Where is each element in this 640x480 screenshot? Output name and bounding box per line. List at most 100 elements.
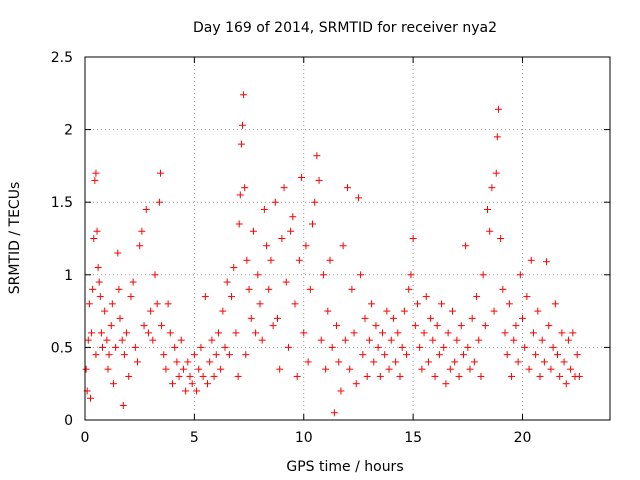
data-point — [94, 264, 102, 272]
data-point — [319, 271, 327, 279]
data-point — [352, 380, 360, 388]
data-point — [492, 169, 500, 177]
data-point — [258, 336, 266, 344]
data-point — [324, 307, 332, 315]
data-point — [195, 365, 203, 373]
data-point — [357, 271, 365, 279]
data-point — [322, 365, 330, 373]
data-point — [459, 351, 467, 359]
data-point — [313, 152, 321, 160]
data-point — [547, 365, 555, 373]
y-tick-label: 2 — [64, 123, 73, 139]
data-point — [91, 176, 99, 184]
data-point — [236, 191, 244, 199]
data-point — [387, 336, 395, 344]
data-point — [254, 271, 262, 279]
data-point — [104, 365, 112, 373]
y-tick-label: 2.5 — [51, 50, 73, 66]
data-point — [514, 358, 522, 366]
data-point — [389, 314, 397, 322]
data-point — [274, 314, 281, 322]
data-point — [300, 329, 308, 337]
data-point — [186, 372, 194, 380]
data-point — [101, 307, 109, 315]
data-point — [298, 174, 306, 182]
data-point — [284, 343, 292, 351]
y-tick-label: 0.5 — [51, 340, 73, 356]
data-point — [422, 293, 430, 301]
data-point — [348, 285, 356, 293]
data-point — [446, 365, 454, 373]
data-point — [93, 227, 101, 235]
data-point — [549, 343, 557, 351]
data-point — [503, 351, 511, 359]
grid-lines — [84, 56, 610, 421]
data-point — [210, 372, 218, 380]
data-point — [567, 365, 575, 373]
data-point — [512, 322, 520, 330]
data-point — [97, 329, 105, 337]
x-tick-label: 15 — [404, 430, 422, 446]
data-point — [392, 358, 400, 366]
data-point — [289, 213, 297, 221]
data-point — [477, 372, 485, 380]
data-point — [142, 205, 150, 213]
data-point — [241, 184, 249, 192]
data-point — [193, 387, 201, 395]
data-point — [516, 271, 524, 279]
data-point — [230, 264, 238, 272]
data-point — [418, 365, 426, 373]
data-point — [217, 365, 225, 373]
data-point — [440, 343, 448, 351]
data-point — [556, 372, 564, 380]
data-point — [484, 205, 491, 213]
data-point — [223, 278, 231, 286]
data-point — [359, 351, 367, 359]
data-point — [107, 322, 115, 330]
data-point — [175, 372, 183, 380]
data-point — [354, 194, 362, 202]
data-point — [263, 242, 271, 250]
data-point — [431, 372, 439, 380]
data-point — [488, 184, 496, 192]
data-point — [120, 351, 128, 359]
data-point — [457, 322, 465, 330]
data-point — [525, 365, 533, 373]
data-point — [212, 351, 220, 359]
data-point — [123, 329, 131, 337]
data-point — [140, 322, 148, 330]
data-point — [521, 343, 529, 351]
data-point — [545, 322, 553, 330]
data-point — [232, 329, 240, 337]
data-point — [575, 372, 583, 380]
data-point — [365, 336, 373, 344]
data-point — [376, 372, 384, 380]
data-point — [383, 307, 391, 315]
data-point — [479, 271, 487, 279]
data-point — [188, 380, 196, 388]
x-tick-label: 0 — [81, 430, 90, 446]
data-point — [451, 358, 459, 366]
data-point — [267, 256, 275, 264]
data-point — [444, 329, 452, 337]
data-point — [497, 235, 505, 242]
data-point — [201, 293, 209, 301]
plot-frame — [84, 56, 611, 421]
data-point — [225, 351, 233, 359]
data-point — [416, 343, 424, 351]
data-point — [368, 300, 376, 308]
data-point — [234, 372, 242, 380]
data-point — [346, 365, 354, 373]
y-tick-label: 0 — [64, 413, 73, 429]
data-point — [90, 235, 98, 242]
data-point — [424, 358, 432, 366]
data-point — [490, 307, 498, 315]
data-point — [306, 285, 314, 293]
data-point — [442, 380, 450, 388]
data-point — [136, 242, 144, 250]
data-point — [96, 293, 104, 301]
x-tick-label: 10 — [295, 430, 313, 446]
data-point — [558, 329, 566, 337]
data-point — [116, 314, 124, 322]
